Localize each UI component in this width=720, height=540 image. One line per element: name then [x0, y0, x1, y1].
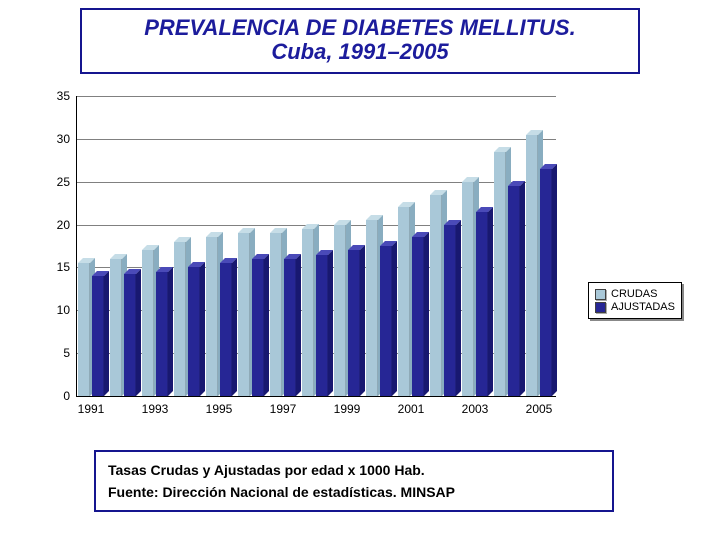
legend-label: AJUSTADAS: [611, 301, 675, 313]
bar-ajustadas: [540, 164, 557, 396]
title-line-1: PREVALENCIA DE DIABETES MELLITUS.: [92, 16, 628, 40]
legend-swatch: [595, 289, 606, 300]
xtick-label: 1997: [270, 402, 297, 416]
ytick-label: 20: [34, 218, 70, 232]
bar-ajustadas: [380, 241, 397, 396]
bar-ajustadas: [348, 245, 365, 396]
bar-ajustadas: [188, 262, 205, 396]
bar-ajustadas: [444, 220, 461, 396]
ytick-label: 15: [34, 260, 70, 274]
bar-ajustadas: [412, 232, 429, 396]
title-box: PREVALENCIA DE DIABETES MELLITUS. Cuba, …: [80, 8, 640, 74]
ytick-label: 25: [34, 175, 70, 189]
bar-ajustadas: [156, 267, 173, 396]
legend-label: CRUDAS: [611, 288, 657, 300]
ytick-label: 30: [34, 132, 70, 146]
bars-layer: [76, 96, 556, 396]
ytick-label: 5: [34, 346, 70, 360]
ytick-label: 35: [34, 89, 70, 103]
bar-ajustadas: [316, 250, 333, 396]
bar-ajustadas: [508, 181, 525, 396]
x-axis: [76, 396, 556, 397]
xtick-label: 1991: [78, 402, 105, 416]
title-line-2: Cuba, 1991–2005: [92, 40, 628, 64]
ytick-label: 0: [34, 389, 70, 403]
bar-ajustadas: [476, 207, 493, 396]
bar-ajustadas: [284, 254, 301, 396]
bar-ajustadas: [252, 254, 269, 396]
bar-ajustadas: [220, 258, 237, 396]
legend-swatch: [595, 302, 606, 313]
chart: CRUDASAJUSTADAS 051015202530351991199319…: [34, 96, 686, 426]
xtick-label: 2005: [526, 402, 553, 416]
footer-line-1: Tasas Crudas y Ajustadas por edad x 1000…: [108, 462, 600, 478]
ytick-label: 10: [34, 303, 70, 317]
xtick-label: 2001: [398, 402, 425, 416]
legend: CRUDASAJUSTADAS: [588, 282, 682, 319]
legend-item: CRUDAS: [595, 288, 675, 300]
bar-ajustadas: [124, 269, 141, 396]
legend-item: AJUSTADAS: [595, 301, 675, 313]
footer-box: Tasas Crudas y Ajustadas por edad x 1000…: [94, 450, 614, 512]
xtick-label: 2003: [462, 402, 489, 416]
bar-ajustadas: [92, 271, 109, 396]
xtick-label: 1999: [334, 402, 361, 416]
xtick-label: 1993: [142, 402, 169, 416]
xtick-label: 1995: [206, 402, 233, 416]
footer-line-2: Fuente: Dirección Nacional de estadístic…: [108, 484, 600, 500]
